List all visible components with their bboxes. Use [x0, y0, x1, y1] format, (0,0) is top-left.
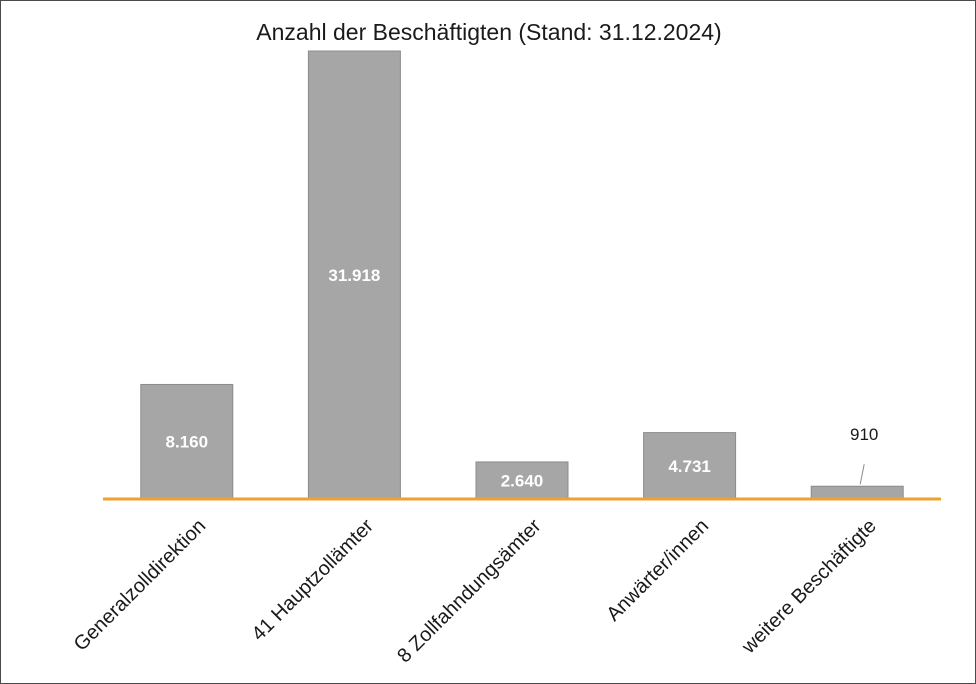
bar-5	[810, 485, 904, 500]
data-label-5: 910	[850, 425, 878, 444]
data-label-1: 8.160	[166, 433, 209, 452]
category-label-2: 41 Hauptzollämter	[248, 515, 379, 646]
bar-3	[475, 461, 569, 500]
data-label-2: 31.918	[328, 266, 380, 285]
data-label-4: 4.731	[668, 457, 711, 476]
chart-title: Anzahl der Beschäftigten (Stand: 31.12.2…	[256, 19, 722, 45]
data-label-3: 2.640	[501, 471, 544, 490]
category-label-1: Generalzolldirektion	[70, 515, 211, 656]
bar-2	[307, 50, 401, 500]
bar-1	[140, 383, 234, 500]
category-label-5: weitere Beschäftigte	[737, 515, 881, 659]
category-label-3: 8 Zollfahndungsämter	[393, 515, 546, 668]
data-label-leader-line	[859, 464, 865, 485]
category-label-4: Anwärter/innen	[602, 515, 713, 626]
